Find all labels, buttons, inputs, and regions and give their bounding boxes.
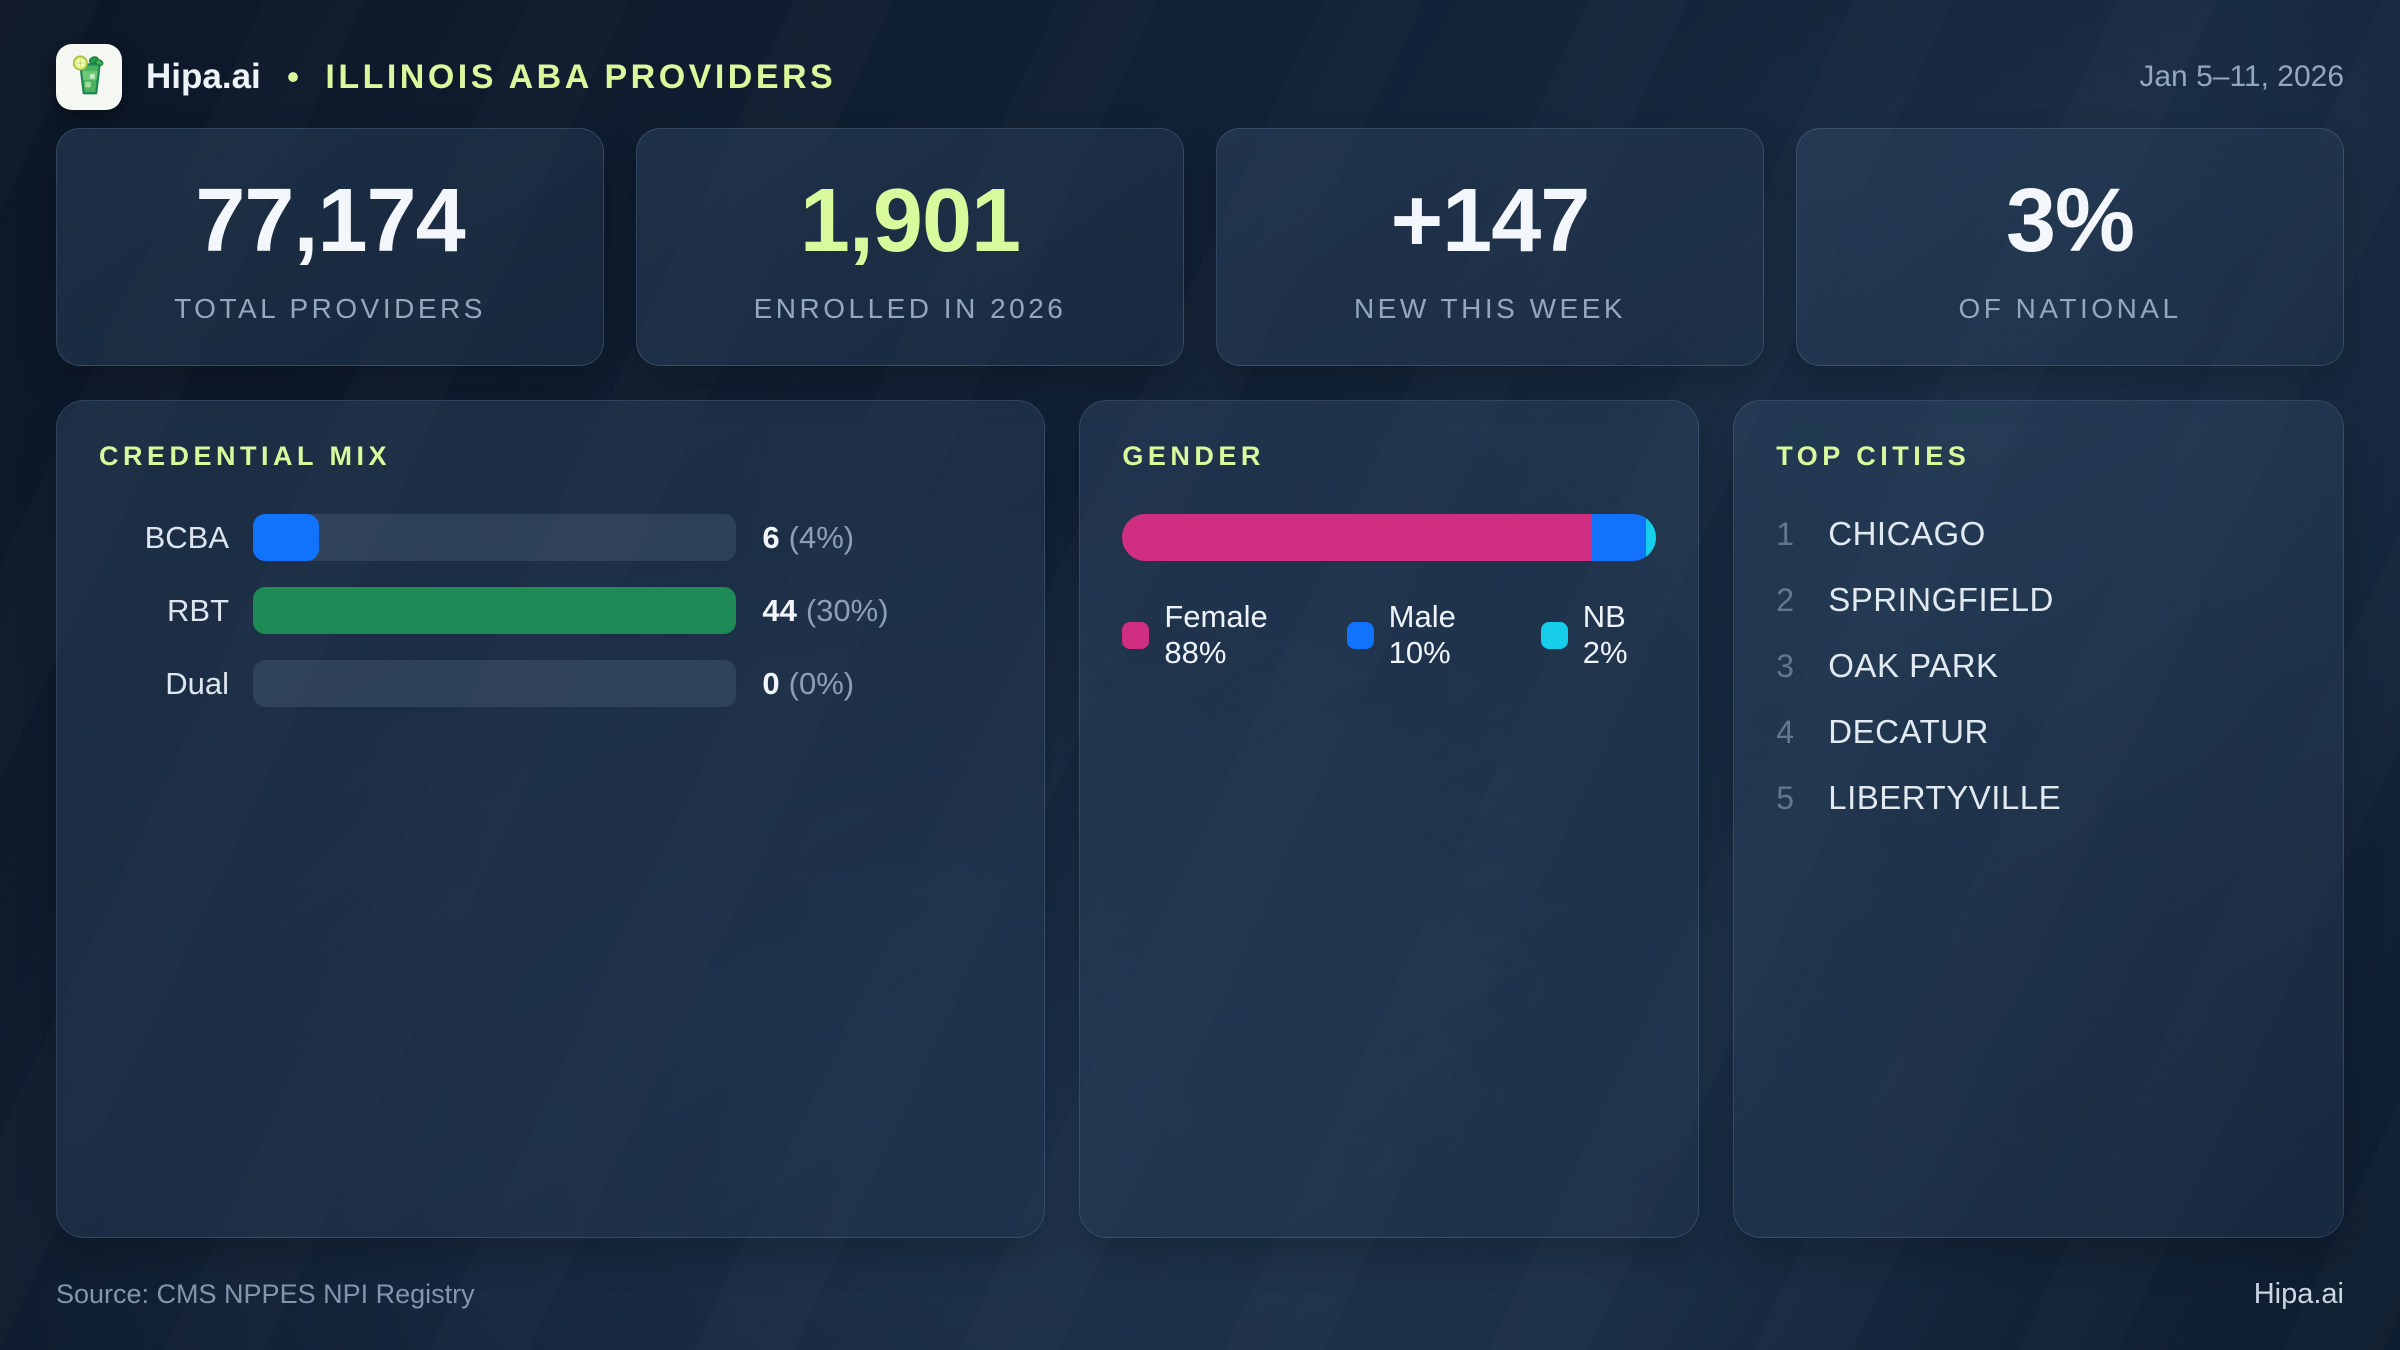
stat-card-total-providers: 77,174 TOTAL PROVIDERS [56, 128, 604, 366]
stat-value: 77,174 [195, 170, 465, 271]
gender-segment-female [1122, 514, 1593, 561]
city-rank: 1 [1776, 515, 1795, 552]
city-rank: 5 [1776, 779, 1795, 816]
city-row: 4 DECATUR [1776, 712, 2301, 752]
stat-label: OF NATIONAL [1958, 292, 2182, 324]
panel-title: TOP CITIES [1776, 441, 1971, 471]
bar-value: 6 (4%) [762, 520, 1002, 556]
panel-credential-mix: CREDENTIAL MIX BCBA 6 (4%) RBT 44 (30%) [56, 400, 1046, 1238]
footer: Source: CMS NPPES NPI Registry Hipa.ai [56, 1274, 2344, 1314]
city-name: LIBERTYVILLE [1828, 779, 2062, 816]
app-logo [56, 44, 122, 110]
bar-value: 44 (30%) [762, 593, 1002, 629]
stat-card-new-this-week: +147 NEW THIS WEEK [1216, 128, 1764, 366]
legend-label: Female 88% [1164, 599, 1268, 670]
stat-value: 3% [2005, 170, 2135, 271]
legend-label: NB 2% [1582, 599, 1628, 670]
legend-item-male: Male 10% [1346, 599, 1497, 671]
bar-count: 0 [762, 665, 780, 701]
bar-row-bcba: BCBA 6 (4%) [99, 514, 1002, 561]
bar-label: RBT [167, 592, 229, 628]
legend-label: Male 10% [1388, 599, 1456, 670]
city-rank: 2 [1776, 581, 1795, 618]
bar-label: Dual [165, 665, 229, 701]
bar-value: 0 (0%) [762, 666, 1002, 702]
gender-stacked-bar [1122, 514, 1657, 561]
mojito-glass-icon [66, 52, 112, 103]
bar-pct: (4%) [788, 519, 855, 555]
panel-top-cities: TOP CITIES 1 CHICAGO 2 SPRINGFIELD 3 OAK… [1733, 400, 2344, 1238]
bar-track [253, 660, 737, 707]
bar-track [253, 514, 737, 561]
bar-count: 44 [762, 592, 797, 628]
gender-segment-nb [1645, 514, 1657, 561]
stat-card-of-national: 3% OF NATIONAL [1796, 128, 2344, 366]
page-title: ILLINOIS ABA PROVIDERS [325, 57, 837, 96]
stat-label: TOTAL PROVIDERS [174, 292, 486, 324]
separator-dot: • [286, 56, 300, 97]
bar-row-dual: Dual 0 (0%) [99, 660, 1002, 707]
stat-label: ENROLLED IN 2026 [753, 292, 1067, 324]
stat-card-enrolled: 1,901 ENROLLED IN 2026 [636, 128, 1184, 366]
stat-value: +147 [1390, 170, 1591, 271]
city-name: SPRINGFIELD [1828, 581, 2054, 618]
stat-cards-row: 77,174 TOTAL PROVIDERS 1,901 ENROLLED IN… [56, 128, 2344, 366]
stat-label: NEW THIS WEEK [1353, 292, 1627, 324]
legend-swatch [1122, 621, 1150, 649]
city-row: 3 OAK PARK [1776, 646, 2301, 686]
city-row: 2 SPRINGFIELD [1776, 580, 2301, 620]
legend-item-female: Female 88% [1122, 599, 1302, 671]
city-name: DECATUR [1828, 713, 1989, 750]
city-rank: 4 [1776, 713, 1795, 750]
footer-brand: Hipa.ai [2253, 1277, 2344, 1310]
gender-legend: Female 88% Male 10% NB 2% [1122, 599, 1656, 671]
city-row: 1 CHICAGO [1776, 514, 2301, 554]
date-range: Jan 5–11, 2026 [2139, 60, 2344, 93]
bar-fill [253, 514, 319, 561]
bar-track [253, 587, 737, 634]
brand-name: Hipa.ai [146, 57, 261, 96]
panel-gender: GENDER Female 88% Male 10% NB 2% [1079, 400, 1700, 1238]
legend-swatch [1540, 621, 1568, 649]
legend-swatch [1346, 621, 1374, 649]
panel-title: GENDER [1122, 441, 1265, 471]
panels-row: CREDENTIAL MIX BCBA 6 (4%) RBT 44 (30%) [56, 400, 2344, 1238]
legend-item-nb: NB 2% [1540, 599, 1657, 671]
bar-pct: (30%) [805, 592, 889, 628]
city-name: OAK PARK [1828, 647, 1999, 684]
bar-label: BCBA [144, 519, 229, 555]
footer-source: Source: CMS NPPES NPI Registry [56, 1278, 475, 1309]
bar-count: 6 [762, 519, 780, 555]
city-rank: 3 [1776, 647, 1795, 684]
bar-pct: (0%) [788, 665, 855, 701]
bar-row-rbt: RBT 44 (30%) [99, 587, 1002, 634]
bar-fill [253, 587, 737, 634]
city-name: CHICAGO [1828, 515, 1986, 552]
gender-segment-male [1592, 514, 1646, 561]
header: Hipa.ai • ILLINOIS ABA PROVIDERS Jan 5–1… [56, 42, 2344, 112]
city-row: 5 LIBERTYVILLE [1776, 778, 2301, 818]
stat-value: 1,901 [799, 170, 1021, 271]
panel-title: CREDENTIAL MIX [99, 441, 392, 471]
